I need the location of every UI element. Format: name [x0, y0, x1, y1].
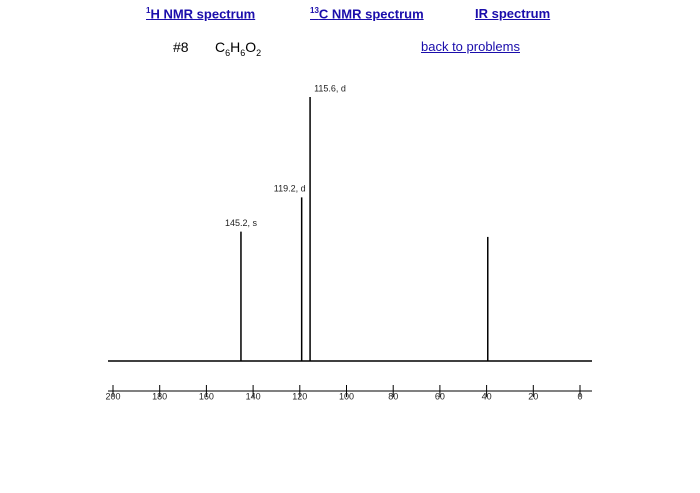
formula-element: O	[245, 39, 257, 55]
x-tick-label: 20	[528, 391, 538, 401]
ir-link[interactable]: IR spectrum	[475, 6, 550, 21]
x-tick-label: 100	[339, 391, 354, 401]
peak-label: 145.2, s	[225, 218, 258, 228]
link-text: IR spectrum	[475, 6, 551, 21]
h-nmr-link[interactable]: 1H NMR spectrum	[146, 6, 255, 21]
x-tick-label: 0	[577, 391, 582, 401]
x-tick-label: 140	[246, 391, 261, 401]
superscript: 1	[146, 6, 151, 15]
formula-element: H	[230, 39, 241, 55]
x-tick-label: 160	[199, 391, 214, 401]
problem-number: #8	[173, 39, 189, 55]
link-text: H NMR spectrum	[150, 6, 256, 22]
formula-subscript: 6	[240, 47, 246, 58]
back-link[interactable]: back to problems	[421, 39, 520, 54]
x-tick-label: 40	[482, 391, 492, 401]
x-tick-label: 180	[152, 391, 167, 401]
x-tick-label: 120	[292, 391, 307, 401]
superscript: 13	[310, 6, 319, 15]
formula-subscript: 6	[225, 47, 231, 58]
link-text: C NMR spectrum	[318, 6, 424, 22]
formula-element: C	[215, 39, 226, 55]
x-tick-label: 60	[435, 391, 445, 401]
x-tick-label: 80	[388, 391, 398, 401]
peak-label: 119.2, d	[274, 184, 306, 194]
c-nmr-link[interactable]: 13C NMR spectrum	[310, 6, 424, 21]
formula: C6H6O2	[215, 39, 261, 58]
formula-subscript: 2	[256, 47, 262, 58]
peak-label: 115.6, d	[314, 83, 346, 93]
x-tick-label: 200	[105, 391, 120, 401]
